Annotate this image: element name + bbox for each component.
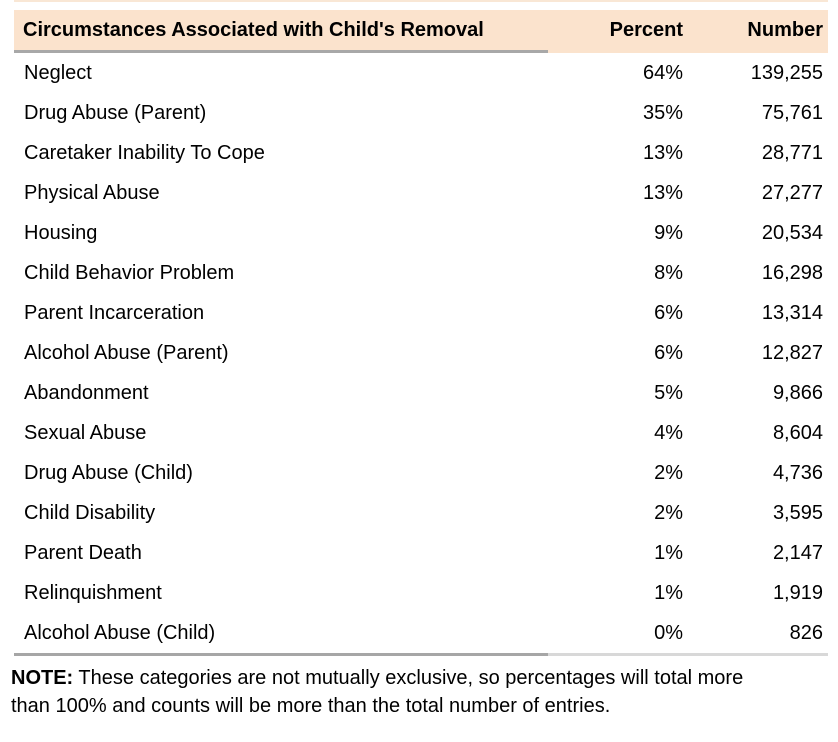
- circumstance-cell: Child Behavior Problem: [24, 261, 235, 284]
- note-text-line1: These categories are not mutually exclus…: [78, 667, 744, 689]
- circumstance-cell: Drug Abuse (Parent): [24, 101, 207, 124]
- number-cell: 826: [685, 613, 828, 656]
- column-header-circumstance: Circumstances Associated with Child's Re…: [14, 10, 548, 53]
- percent-cell: 13%: [642, 181, 683, 204]
- circumstance-cell: Parent Death: [24, 541, 142, 564]
- number-cell: 27,277: [761, 181, 823, 204]
- number-cell: 4,736: [772, 461, 823, 484]
- note-text-line2: than 100% and counts will be more than t…: [11, 695, 611, 717]
- table-row: Sexual Abuse 4% 8,604: [14, 413, 828, 453]
- table-body: Neglect 64% 139,255 Drug Abuse (Parent) …: [14, 52, 828, 656]
- table-row: Relinquishment 1% 1,919: [14, 573, 828, 613]
- number-cell: 1,919: [772, 581, 823, 604]
- table-row: Parent Incarceration 6% 13,314: [14, 293, 828, 333]
- percent-cell: 1%: [654, 541, 683, 564]
- percent-cell: 64%: [642, 61, 683, 84]
- circumstance-cell: Alcohol Abuse (Parent): [24, 341, 229, 364]
- column-header-number: Number: [685, 10, 828, 53]
- number-cell: 28,771: [761, 141, 823, 164]
- circumstance-cell: Child Disability: [24, 501, 156, 524]
- percent-cell: 2%: [654, 461, 683, 484]
- percent-cell: 9%: [654, 221, 683, 244]
- circumstance-cell: Relinquishment: [24, 581, 162, 604]
- circumstance-cell: Alcohol Abuse (Child): [14, 613, 548, 656]
- table-row: Physical Abuse 13% 27,277: [14, 173, 828, 213]
- number-cell: 13,314: [761, 301, 823, 324]
- number-cell: 3,595: [772, 501, 823, 524]
- table-note: NOTE: These categories are not mutually …: [11, 664, 831, 720]
- number-cell: 16,298: [761, 261, 823, 284]
- circumstance-cell: Caretaker Inability To Cope: [24, 141, 265, 164]
- table-row: Child Behavior Problem 8% 16,298: [14, 253, 828, 293]
- circumstance-cell: Sexual Abuse: [24, 421, 147, 444]
- percent-cell: 13%: [642, 141, 683, 164]
- table-row: Parent Death 1% 2,147: [14, 533, 828, 573]
- percent-cell: 1%: [654, 581, 683, 604]
- percent-cell: 8%: [654, 261, 683, 284]
- number-cell: 8,604: [772, 421, 823, 444]
- number-cell: 12,827: [761, 341, 823, 364]
- number-cell: 9,866: [772, 381, 823, 404]
- removal-circumstances-table: Circumstances Associated with Child's Re…: [14, 10, 828, 656]
- table-row: Caretaker Inability To Cope 13% 28,771: [14, 133, 828, 173]
- number-cell: 139,255: [750, 61, 823, 84]
- number-cell: 2,147: [772, 541, 823, 564]
- circumstance-cell: Physical Abuse: [24, 181, 160, 204]
- percent-cell: 5%: [654, 381, 683, 404]
- percent-cell: 2%: [654, 501, 683, 524]
- table-row: Child Disability 2% 3,595: [14, 493, 828, 533]
- note-label: NOTE:: [11, 667, 74, 689]
- column-header-percent: Percent: [548, 10, 685, 53]
- table-row: Abandonment 5% 9,866: [14, 373, 828, 413]
- circumstance-cell: Housing: [24, 221, 98, 244]
- number-cell: 75,761: [761, 101, 823, 124]
- table-row: Alcohol Abuse (Parent) 6% 12,827: [14, 333, 828, 373]
- percent-cell: 35%: [642, 101, 683, 124]
- top-accent-rule: [14, 0, 828, 2]
- circumstance-cell: Abandonment: [24, 381, 149, 404]
- number-cell: 20,534: [761, 221, 823, 244]
- table-header-row: Circumstances Associated with Child's Re…: [14, 10, 828, 53]
- circumstance-cell: Parent Incarceration: [24, 301, 205, 324]
- table-row: Housing 9% 20,534: [14, 213, 828, 253]
- table-row: Neglect 64% 139,255: [14, 52, 828, 94]
- percent-cell: 6%: [654, 341, 683, 364]
- percent-cell: 6%: [654, 301, 683, 324]
- percent-cell: 4%: [654, 421, 683, 444]
- table-row: Alcohol Abuse (Child) 0% 826: [14, 613, 828, 656]
- circumstance-cell: Neglect: [24, 61, 92, 84]
- circumstance-cell: Drug Abuse (Child): [24, 461, 193, 484]
- table-row: Drug Abuse (Parent) 35% 75,761: [14, 93, 828, 133]
- percent-cell: 0%: [548, 613, 685, 656]
- table-row: Drug Abuse (Child) 2% 4,736: [14, 453, 828, 493]
